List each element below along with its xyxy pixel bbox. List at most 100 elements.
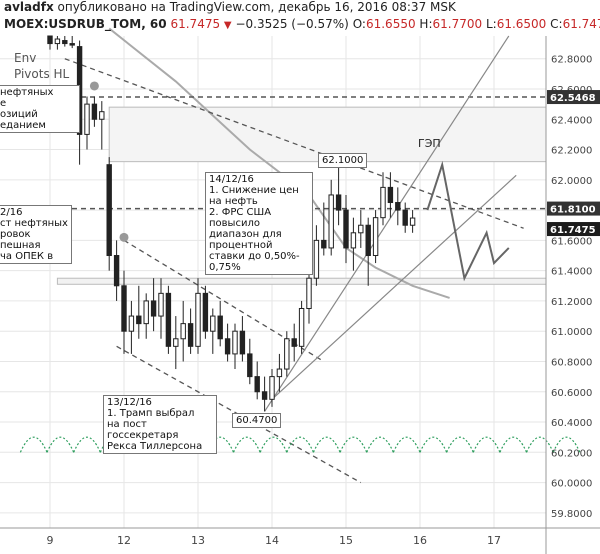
candle-body: [372, 217, 379, 257]
candle: [269, 369, 275, 407]
y-tick-label: 62.2000: [551, 146, 592, 157]
candle-body: [54, 38, 61, 45]
candle: [254, 361, 260, 400]
candle: [106, 157, 112, 271]
y-tick-label: 62.0000: [551, 176, 592, 187]
candle: [306, 270, 312, 324]
y-tick-label: 61.0000: [551, 327, 592, 338]
trendline: [271, 174, 517, 400]
forecast-path: [426, 160, 510, 282]
candle-body: [313, 239, 320, 279]
annotation-dec13: 13/12/16 1. Трамп выбрал на пост госсекр…: [103, 395, 217, 454]
candle-body: [202, 292, 209, 332]
candle-body: [321, 239, 327, 249]
candle: [276, 353, 283, 392]
ohlc-open-label: O:: [352, 17, 366, 31]
symbol-title[interactable]: MOEX:USDRUB_TOM, 60: [4, 17, 167, 31]
candle: [187, 308, 194, 354]
candle: [365, 217, 371, 286]
y-tick-label: 60.6000: [551, 388, 592, 399]
candle-body: [276, 368, 283, 378]
candle-body: [365, 224, 371, 257]
candle-body: [247, 353, 253, 378]
price-tag-bg: [547, 90, 600, 105]
candle-body: [195, 292, 201, 347]
candle-body: [284, 338, 290, 370]
candle: [284, 331, 290, 377]
candle-body: [187, 323, 194, 347]
legend-pivots[interactable]: Pivots HL: [14, 67, 70, 81]
price-tag: 62.5468: [550, 93, 596, 104]
symbol-header: MOEX:USDRUB_TOM, 60 61.7475 ▼ −0.3525 (−…: [4, 17, 600, 31]
candle-body: [136, 315, 142, 325]
y-tick-label: 61.4000: [551, 267, 592, 278]
x-tick-label: 9: [47, 534, 54, 547]
high-label: 62.1000: [318, 153, 368, 168]
candle-body: [69, 43, 75, 46]
candle: [409, 210, 416, 233]
candle-body: [328, 194, 334, 249]
candle-body: [350, 232, 357, 249]
candle: [195, 278, 201, 354]
candle-body: [47, 35, 53, 45]
candle: [372, 210, 379, 264]
candle: [224, 323, 231, 362]
candle: [335, 164, 342, 226]
y-tick-label: 60.8000: [551, 357, 592, 368]
candle: [313, 225, 320, 286]
y-tick-label: 60.2000: [551, 448, 592, 459]
candle: [350, 217, 357, 271]
x-tick-label: 16: [413, 534, 427, 547]
candle: [239, 316, 246, 362]
candle: [150, 278, 157, 332]
gap-label: ГЭП: [418, 137, 441, 150]
candle: [54, 36, 61, 50]
candle-body: [387, 186, 394, 204]
ohlc-high-label: H:: [419, 17, 433, 31]
legend-env[interactable]: Env: [14, 51, 37, 65]
candle: [69, 36, 75, 49]
candle: [232, 323, 238, 370]
candle: [358, 210, 364, 248]
candle-body: [269, 376, 275, 400]
x-tick-label: 12: [117, 534, 131, 547]
candle-body: [173, 338, 179, 347]
author-name[interactable]: avladfx: [4, 0, 54, 14]
candle-body: [99, 111, 105, 120]
candle-body: [113, 255, 120, 287]
candle-body: [150, 300, 157, 317]
x-tick-label: 13: [191, 534, 205, 547]
ohlc-high: 61.7700: [432, 17, 483, 31]
price-change: −0.3525 (−0.57%): [235, 17, 349, 31]
candle-body: [180, 323, 186, 340]
candle-body: [254, 376, 260, 393]
candle-body: [380, 186, 386, 219]
candle-body: [358, 224, 364, 234]
x-tick-label: 15: [339, 534, 353, 547]
candle: [91, 96, 98, 127]
candle-body: [306, 277, 312, 309]
candle: [99, 101, 105, 150]
candle: [143, 293, 149, 339]
candle-body: [121, 285, 127, 332]
ohlc-open: 61.6550: [365, 17, 416, 31]
candle-body: [158, 292, 164, 317]
candle: [121, 270, 127, 354]
candle-body: [298, 307, 305, 347]
support-zone: [56, 277, 547, 285]
y-tick-label: 60.4000: [551, 418, 592, 429]
pivot-dot: [89, 81, 99, 91]
candle-body: [84, 103, 90, 135]
candle-body: [409, 217, 416, 226]
candle-body: [62, 40, 68, 45]
price-tag-bg: [547, 201, 600, 216]
candle-body: [239, 330, 246, 355]
y-tick-label: 61.6000: [551, 236, 592, 247]
y-tick-label: 59.8000: [551, 509, 592, 520]
price-tag-bg: [547, 222, 600, 237]
candle: [343, 194, 349, 264]
candle: [47, 35, 53, 50]
candle: [380, 172, 386, 226]
x-tick-label: 17: [487, 534, 501, 547]
